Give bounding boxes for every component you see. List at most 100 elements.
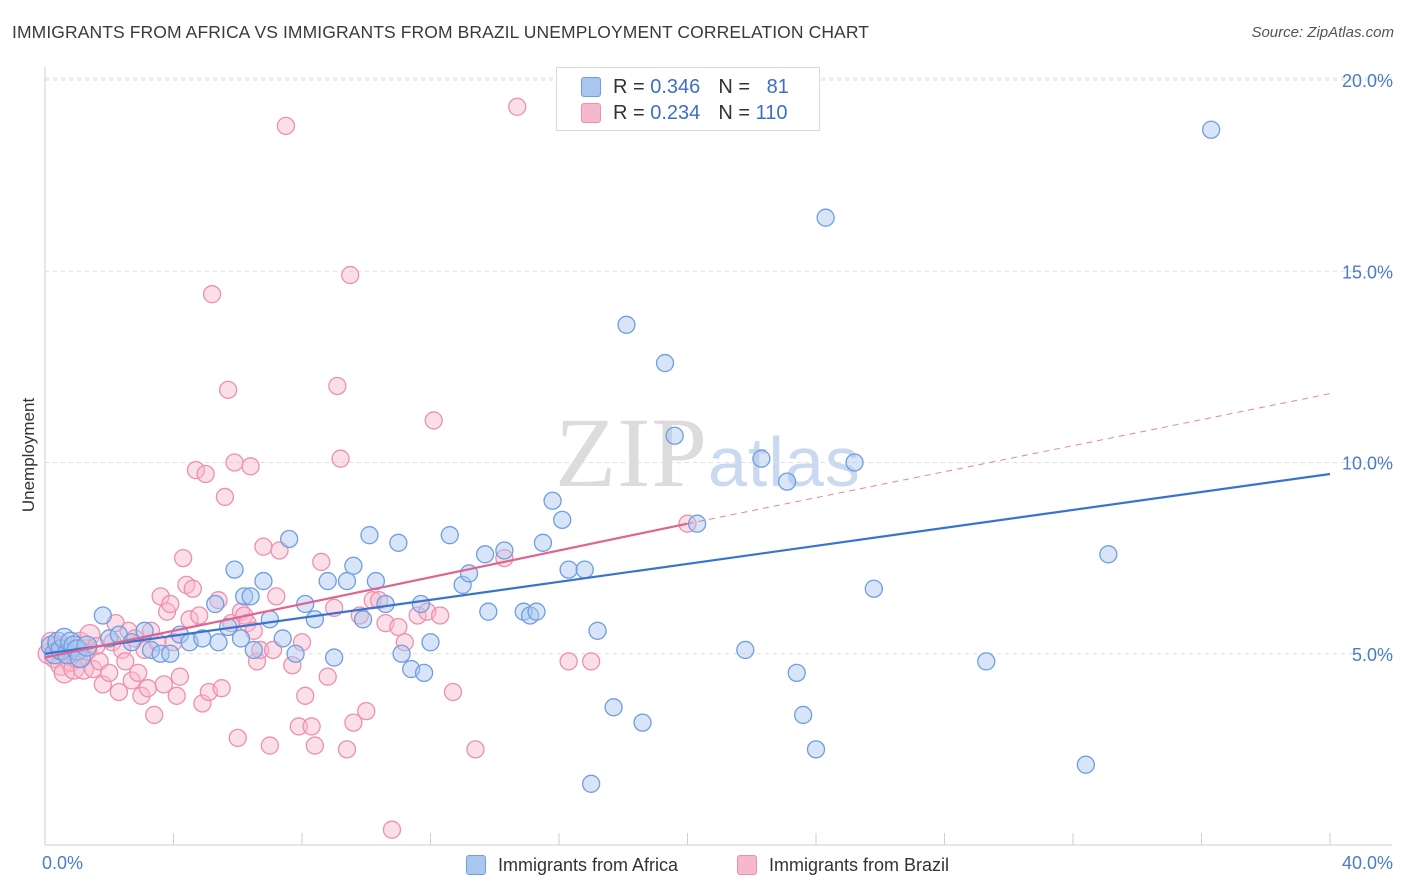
y-axis-label: Unemployment bbox=[19, 398, 38, 513]
axes bbox=[44, 67, 1392, 846]
brazil-point-52 bbox=[212, 679, 231, 698]
africa-point-16 bbox=[141, 640, 161, 660]
brazil-point-34 bbox=[151, 587, 170, 606]
africa-point-39 bbox=[337, 571, 357, 591]
y-tick-label-3: 20.0% bbox=[1342, 71, 1393, 91]
africa-point-31 bbox=[260, 610, 280, 629]
africa-point-18 bbox=[161, 644, 180, 663]
africa-point-37 bbox=[318, 571, 337, 591]
trend-lines bbox=[44, 393, 1331, 659]
brazil-point-92 bbox=[395, 633, 414, 652]
africa-point-32 bbox=[273, 629, 292, 648]
brazil-points bbox=[37, 97, 697, 839]
brazil-point-54 bbox=[218, 380, 238, 399]
africa-point-72 bbox=[687, 514, 707, 533]
brazil-point-96 bbox=[430, 606, 450, 625]
brazil-point-70 bbox=[276, 116, 296, 136]
chart-title: IMMIGRANTS FROM AFRICA VS IMMIGRANTS FRO… bbox=[12, 22, 870, 42]
brazil-point-80 bbox=[328, 376, 347, 396]
africa-point-73 bbox=[736, 640, 755, 660]
watermark-zip: ZIP bbox=[555, 397, 708, 508]
brazil-point-21 bbox=[109, 682, 129, 702]
grid-lines bbox=[45, 77, 1392, 655]
africa-point-9 bbox=[69, 646, 91, 669]
africa-point-30 bbox=[254, 571, 273, 591]
brazil-point-65 bbox=[254, 537, 273, 556]
brazil-r-label: R = bbox=[613, 101, 645, 124]
brazil-point-68 bbox=[267, 587, 286, 606]
africa-point-23 bbox=[209, 633, 228, 652]
brazil-point-39 bbox=[167, 686, 186, 705]
africa-point-78 bbox=[806, 740, 826, 759]
africa-swatch bbox=[581, 77, 601, 97]
brazil-point-23 bbox=[116, 652, 135, 671]
africa-point-68 bbox=[617, 315, 636, 334]
africa-point-55 bbox=[479, 602, 498, 621]
brazil-point-45 bbox=[186, 460, 206, 480]
brazil-point-30 bbox=[138, 679, 157, 698]
brazil-point-102 bbox=[581, 652, 601, 671]
africa-point-36 bbox=[305, 610, 325, 629]
africa-point-50 bbox=[421, 633, 440, 652]
brazil-point-97 bbox=[443, 682, 463, 702]
watermark: ZIPatlas bbox=[555, 395, 861, 510]
brazil-point-35 bbox=[154, 675, 174, 694]
africa-point-22 bbox=[206, 594, 225, 614]
legend-row-brazil: R = 0.234 N = 110 bbox=[581, 101, 787, 125]
africa-point-51 bbox=[440, 526, 459, 545]
africa-legend-swatch bbox=[466, 855, 486, 875]
africa-point-74 bbox=[752, 449, 771, 468]
africa-point-80 bbox=[845, 453, 864, 472]
africa-point-45 bbox=[389, 533, 408, 552]
source-label: Source: ZipAtlas.com bbox=[1251, 24, 1394, 41]
africa-point-49 bbox=[414, 663, 434, 683]
africa-point-67 bbox=[604, 698, 623, 717]
africa-point-65 bbox=[581, 774, 601, 793]
africa-point-48 bbox=[411, 594, 431, 614]
tick-labels: 5.0% 10.0% 15.0% 20.0% 0.0% 40.0% bbox=[42, 71, 1393, 873]
africa-point-52 bbox=[453, 575, 472, 595]
brazil-point-63 bbox=[247, 652, 267, 671]
brazil-n-value: 110 bbox=[755, 101, 788, 124]
africa-point-70 bbox=[655, 353, 675, 373]
brazil-point-101 bbox=[559, 652, 578, 671]
africa-point-63 bbox=[559, 560, 578, 579]
africa-n-value: 81 bbox=[766, 75, 789, 98]
africa-point-27 bbox=[235, 587, 254, 606]
africa-point-59 bbox=[527, 602, 546, 621]
legend-row-africa: R = 0.346 N = 81 bbox=[581, 75, 789, 99]
brazil-n-label: N = bbox=[718, 101, 750, 124]
brazil-point-66 bbox=[260, 736, 280, 755]
africa-point-29 bbox=[244, 640, 263, 660]
africa-point-76 bbox=[787, 663, 806, 683]
africa-point-82 bbox=[977, 652, 996, 671]
brazil-point-100 bbox=[508, 97, 527, 116]
africa-point-84 bbox=[1099, 545, 1118, 564]
brazil-point-74 bbox=[296, 686, 315, 705]
africa-point-56 bbox=[495, 541, 514, 560]
africa-point-11 bbox=[93, 606, 112, 625]
brazil-legend-label: Immigrants from Brazil bbox=[769, 854, 950, 875]
brazil-r-value: 0.234 bbox=[650, 101, 701, 124]
brazil-point-50 bbox=[202, 285, 222, 304]
africa-point-62 bbox=[553, 510, 572, 530]
brazil-point-56 bbox=[225, 453, 244, 472]
brazil-legend-swatch bbox=[737, 855, 757, 875]
brazil-point-82 bbox=[337, 740, 357, 759]
africa-point-61 bbox=[543, 491, 562, 510]
brazil-point-18 bbox=[100, 663, 119, 683]
brazil-trend-line bbox=[44, 522, 688, 659]
africa-point-26 bbox=[231, 629, 251, 648]
brazil-point-40 bbox=[170, 667, 190, 686]
x-tick-label-0: 0.0% bbox=[42, 853, 83, 873]
africa-trend-line bbox=[44, 472, 1331, 655]
brazil-point-98 bbox=[466, 740, 485, 759]
brazil-trend-extension bbox=[687, 393, 1331, 525]
brazil-point-77 bbox=[312, 552, 331, 572]
brazil-point-71 bbox=[283, 656, 302, 675]
brazil-point-44 bbox=[183, 579, 202, 598]
africa-point-85 bbox=[1201, 120, 1221, 139]
brazil-point-41 bbox=[173, 548, 193, 568]
africa-point-44 bbox=[376, 594, 395, 614]
